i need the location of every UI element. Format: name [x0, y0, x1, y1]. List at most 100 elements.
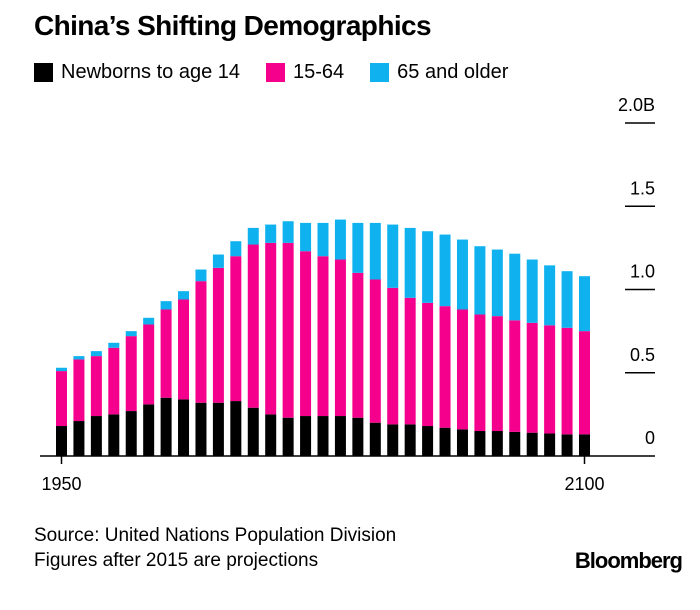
- bar-2030-series-1: [334, 259, 346, 417]
- legend-swatch-working-age: [266, 62, 286, 82]
- bar-2080-series-2: [509, 253, 521, 321]
- bar-2010-series-1: [265, 242, 277, 415]
- bar-1950-series-1: [56, 371, 67, 427]
- bar-2025-series-2: [317, 222, 329, 257]
- projection-note: Figures after 2015 are projections: [34, 550, 319, 571]
- legend-label-elderly: 65 and older: [397, 60, 509, 83]
- bar-2035-series-2: [352, 222, 364, 273]
- bar-1980-series-2: [160, 301, 172, 310]
- bar-2055-series-1: [422, 302, 434, 427]
- bar-2050-series-2: [404, 227, 416, 298]
- bar-2000-series-2: [230, 241, 242, 257]
- bar-2070-series-0: [474, 431, 486, 456]
- bar-2000-series-1: [230, 256, 242, 402]
- legend: Newborns to age 14 15-64 65 and older: [34, 60, 534, 84]
- bar-2050-series-1: [404, 297, 416, 425]
- legend-item-elderly: 65 and older: [370, 61, 508, 84]
- source-text: Source: United Nations Population Divisi…: [34, 525, 397, 546]
- bar-2085-series-0: [526, 432, 538, 456]
- bar-2025-series-1: [317, 256, 329, 417]
- bar-2030-series-0: [334, 416, 346, 456]
- bar-1960-series-1: [90, 356, 102, 417]
- bar-1990-series-1: [195, 281, 207, 403]
- bar-1995-series-0: [212, 402, 224, 456]
- bar-2020-series-0: [300, 416, 312, 456]
- bar-1990-series-0: [195, 402, 207, 456]
- bar-1990-series-2: [195, 269, 207, 282]
- bar-2010-series-2: [265, 224, 277, 243]
- bar-1970-series-2: [125, 331, 137, 337]
- bar-2005-series-0: [247, 407, 259, 456]
- bar-1965-series-1: [108, 347, 120, 415]
- bar-2055-series-2: [422, 231, 434, 303]
- bar-2005-series-2: [247, 227, 259, 245]
- bar-1995-series-2: [212, 254, 224, 268]
- x-tick-label-2100: 2100: [564, 474, 604, 494]
- bar-2080-series-1: [509, 320, 521, 432]
- bar-1985-series-1: [178, 299, 190, 400]
- bar-1995-series-1: [212, 267, 224, 403]
- bar-2070-series-2: [474, 246, 486, 315]
- bar-2060-series-2: [439, 234, 451, 307]
- bar-2025-series-0: [317, 416, 329, 456]
- bar-2055-series-0: [422, 426, 434, 456]
- bar-1955-series-0: [73, 421, 85, 456]
- bar-2070-series-1: [474, 314, 486, 432]
- bar-2005-series-1: [247, 244, 259, 408]
- bar-2095-series-2: [561, 271, 573, 328]
- bar-2015-series-2: [282, 221, 294, 243]
- legend-label-working-age: 15-64: [293, 60, 345, 83]
- bar-1985-series-2: [178, 291, 190, 300]
- bar-2060-series-0: [439, 427, 451, 456]
- bar-2095-series-0: [561, 434, 573, 456]
- legend-swatch-newborns: [34, 62, 53, 82]
- bar-1955-series-2: [73, 356, 85, 360]
- x-tick-label-1950: 1950: [41, 474, 81, 494]
- bar-2075-series-1: [491, 316, 503, 432]
- bar-1960-series-2: [90, 351, 102, 357]
- bar-2040-series-0: [369, 422, 381, 456]
- bar-2075-series-0: [491, 431, 503, 456]
- bar-2020-series-2: [300, 222, 312, 252]
- legend-item-newborns: Newborns to age 14: [34, 61, 240, 84]
- y-tick-label-1.5: 1.5: [630, 178, 655, 198]
- bar-1980-series-1: [160, 309, 172, 398]
- y-tick-label-1.0: 1.0: [630, 262, 655, 282]
- legend-item-working-age: 15-64: [266, 61, 344, 84]
- y-tick-label-0.5: 0.5: [630, 345, 655, 365]
- bar-1955-series-1: [73, 359, 85, 422]
- bar-2085-series-2: [526, 259, 538, 323]
- bar-2095-series-1: [561, 327, 573, 435]
- bar-1980-series-0: [160, 397, 172, 456]
- bar-1965-series-2: [108, 342, 120, 348]
- bar-1950-series-2: [56, 367, 67, 372]
- bar-1975-series-0: [143, 404, 155, 456]
- bar-2045-series-1: [387, 287, 399, 425]
- bar-2090-series-0: [544, 433, 556, 456]
- bar-2065-series-2: [456, 239, 468, 310]
- source-note: Source: United Nations Population Divisi…: [34, 523, 396, 573]
- bar-1970-series-0: [125, 411, 137, 456]
- chart-title: China’s Shifting Demographics: [34, 10, 432, 41]
- bar-2090-series-1: [544, 325, 556, 434]
- bar-1960-series-0: [90, 416, 102, 456]
- bar-2040-series-1: [369, 279, 381, 423]
- bar-2040-series-2: [369, 222, 381, 280]
- bar-2100-series-1: [579, 331, 590, 435]
- bar-2060-series-1: [439, 306, 451, 428]
- bar-2045-series-0: [387, 424, 399, 456]
- y-tick-label-2.0B: 2.0B: [618, 95, 655, 115]
- bar-2000-series-0: [230, 401, 242, 456]
- bar-2080-series-0: [509, 431, 521, 456]
- bar-2015-series-0: [282, 417, 294, 456]
- bar-2090-series-2: [544, 265, 556, 326]
- bar-2085-series-1: [526, 322, 538, 433]
- bar-2045-series-2: [387, 224, 399, 288]
- bar-2015-series-1: [282, 242, 294, 418]
- bar-1965-series-0: [108, 414, 120, 457]
- bar-2065-series-0: [456, 429, 468, 456]
- bar-2020-series-1: [300, 251, 312, 417]
- bar-2100-series-0: [579, 434, 590, 456]
- legend-label-newborns: Newborns to age 14: [61, 60, 241, 83]
